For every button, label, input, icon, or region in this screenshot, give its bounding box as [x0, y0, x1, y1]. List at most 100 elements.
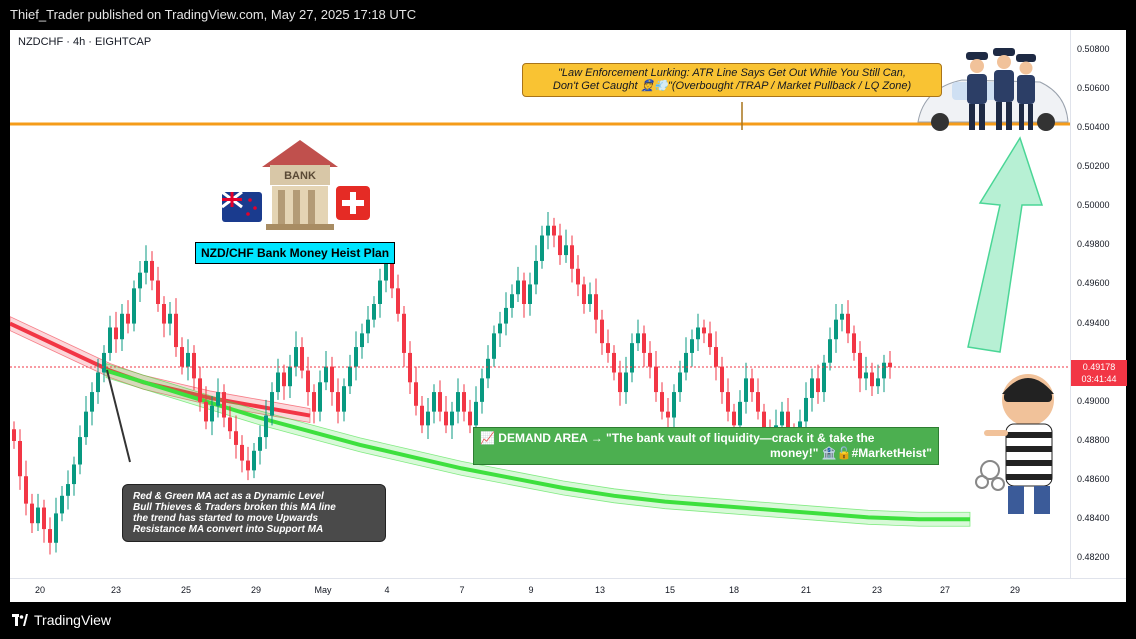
price-axis[interactable]: 0.50800 0.50600 0.50400 0.50200 0.50000 0.498… [1070, 30, 1127, 578]
law-line-1: "Law Enforcement Lurking: ATR Line Says … [558, 67, 906, 79]
candle-body [696, 327, 700, 340]
candle-body [12, 429, 16, 441]
chart-area[interactable]: BANK [10, 30, 1070, 578]
candle-body [540, 235, 544, 261]
candle-body [654, 366, 658, 393]
candle-body [816, 378, 820, 393]
candle-body [30, 503, 34, 524]
symbol-line[interactable]: NZDCHF · 4h · EIGHTCAP [18, 36, 152, 48]
candle-body [426, 411, 430, 426]
candle-body [72, 464, 76, 485]
candle-body [198, 378, 202, 402]
candle-body [642, 333, 646, 353]
candle-body [828, 339, 832, 363]
candle-body [882, 362, 886, 379]
law-enforcement-callout: "Law Enforcement Lurking: ATR Line Says … [522, 63, 942, 97]
time-tick-label: 29 [250, 585, 262, 595]
time-tick-label: 27 [939, 585, 951, 595]
candle-body [372, 304, 376, 320]
candle-body [468, 411, 472, 426]
candle-body [576, 268, 580, 285]
candle-body [270, 392, 274, 416]
candle-body [36, 507, 40, 524]
candle-body [78, 437, 82, 465]
time-tick-label: 25 [180, 585, 192, 595]
swiss-flag-icon [336, 186, 370, 220]
candle-body [174, 313, 178, 348]
candle-body [216, 392, 220, 406]
candle-body [744, 378, 748, 402]
candle-body [378, 280, 382, 304]
candle-body [720, 366, 724, 393]
candle-body [612, 352, 616, 373]
candle-body [876, 378, 880, 387]
candle-body [84, 411, 88, 438]
candle-body [450, 411, 454, 426]
candle-body [630, 343, 634, 373]
candle-body [144, 260, 148, 273]
candle-body [276, 372, 280, 393]
candle-body [456, 392, 460, 412]
time-tick-label: 9 [528, 585, 534, 595]
candle-body [756, 392, 760, 412]
candle-body [822, 362, 826, 393]
ma-note-line: Red & Green MA act as a Dynamic Level [133, 491, 324, 502]
candle-body [300, 347, 304, 371]
time-tick-label: 29 [1009, 585, 1021, 595]
time-tick-label: 23 [110, 585, 122, 595]
demand-area-callout: 📈 DEMAND AREA → "The bank vault of liqui… [473, 427, 939, 465]
price-tick-label: 0.50400 [1077, 121, 1110, 132]
candle-body [534, 260, 538, 285]
price-tick-label: 0.49000 [1077, 395, 1110, 406]
candle-body [678, 372, 682, 393]
footer: TradingView [0, 603, 1136, 638]
candle-body [108, 327, 112, 353]
candle-body [414, 382, 418, 406]
candle-body [264, 415, 268, 438]
candle-body [444, 411, 448, 426]
candle-body [252, 450, 256, 471]
time-tick-label: 23 [871, 585, 883, 595]
publisher-line: Thief_Trader published on TradingView.co… [10, 7, 417, 22]
candle-body [864, 372, 868, 379]
candle-body [384, 260, 388, 281]
candle-body [96, 372, 100, 393]
candle-body [690, 339, 694, 353]
thief-icon [975, 374, 1054, 514]
candle-body [462, 392, 466, 412]
candle-body [156, 280, 160, 304]
ma-note-line: the trend has started to move Upwards [133, 513, 319, 524]
candle-body [192, 352, 196, 379]
candle-body [402, 313, 406, 353]
candle-body [120, 313, 124, 340]
candle-body [132, 288, 136, 324]
candle-body [780, 411, 784, 426]
time-tick-label: 20 [34, 585, 46, 595]
candle-body [528, 284, 532, 304]
candle-body [726, 392, 730, 412]
candle-body [324, 366, 328, 383]
bank-sign: BANK [284, 170, 316, 182]
time-axis[interactable]: 20 23 25 29 May 4 7 9 13 15 18 21 23 27 29 [10, 578, 1126, 602]
candle-body [666, 411, 670, 418]
candle-body [312, 392, 316, 412]
red-ma-band [10, 316, 311, 424]
candle-body [786, 411, 790, 432]
tradingview-logo-icon[interactable] [12, 604, 28, 639]
candle-body [48, 529, 52, 543]
footer-brand[interactable]: TradingView [34, 612, 112, 628]
candle-body [336, 392, 340, 412]
law-line-2: Don't Get Caught 👮💨"(Overbought /TRAP / … [552, 80, 912, 92]
candle-body [438, 392, 442, 412]
candle-body [840, 313, 844, 320]
price-tick-label: 0.50200 [1077, 161, 1110, 171]
candle-body [870, 372, 874, 387]
candle-body [318, 382, 322, 412]
price-tick-label: 0.49400 [1077, 317, 1110, 328]
candle-body [588, 294, 592, 304]
candle-body [24, 476, 28, 504]
candle-body [762, 411, 766, 432]
candle-body [684, 352, 688, 373]
candle-body [714, 347, 718, 367]
candle-body [222, 392, 226, 418]
